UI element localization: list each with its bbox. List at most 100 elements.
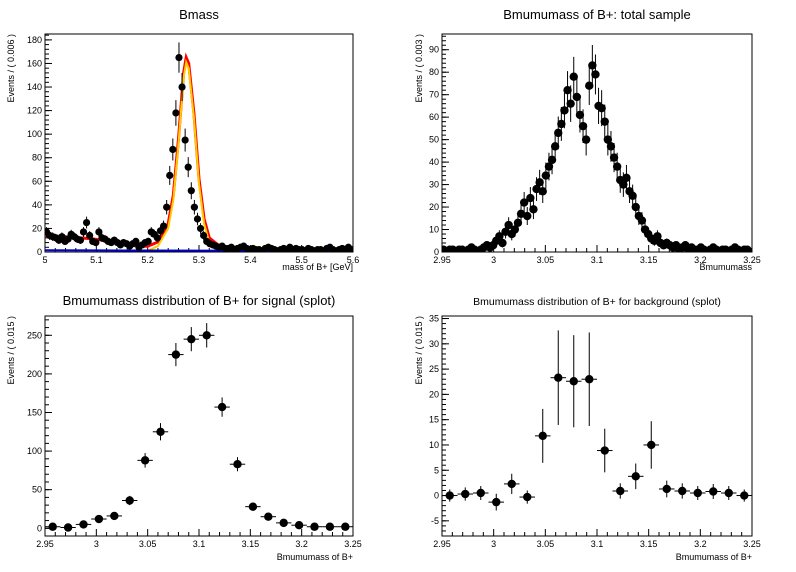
data-point: [92, 238, 100, 247]
y-tick-label: 40: [32, 200, 42, 210]
y-axis-label: Events / ( 0.006 ): [6, 34, 16, 103]
x-tick-label: 3.2: [694, 255, 707, 265]
x-tick-label: 3.15: [242, 539, 260, 549]
data-point: [554, 373, 563, 382]
data-point: [82, 218, 91, 227]
data-point: [550, 142, 560, 151]
data-point: [193, 215, 202, 223]
y-tick-label: 80: [32, 153, 42, 163]
y-tick-label: 0: [37, 247, 42, 257]
data-point: [631, 202, 640, 212]
data-point: [581, 135, 591, 144]
x-tick-label: 5: [42, 255, 47, 265]
data-point: [159, 222, 168, 230]
x-tick-label: 2.95: [433, 255, 451, 265]
chart-title: Bmumumass of B+: total sample: [503, 7, 691, 22]
data-point: [560, 106, 569, 115]
y-tick-label: 40: [429, 157, 439, 167]
x-tick-label: 5.4: [244, 255, 257, 265]
x-tick-label: 3.05: [537, 255, 555, 265]
data-point: [600, 117, 609, 126]
data-point: [79, 228, 88, 236]
y-tick-label: 160: [27, 58, 42, 68]
chart-title: Bmass: [179, 7, 219, 22]
data-point: [248, 502, 258, 511]
y-tick-label: 30: [429, 339, 439, 349]
y-tick-label: 35: [429, 314, 439, 324]
data-point: [535, 178, 544, 187]
chart-title: Bmumumass distribution of B+ for signal …: [63, 293, 336, 308]
data-point: [510, 225, 520, 234]
data-point: [622, 173, 631, 183]
data-point: [619, 180, 628, 189]
y-tick-label: 180: [27, 35, 42, 45]
data-point: [519, 198, 529, 207]
y-tick-label: 120: [27, 106, 42, 116]
data-point: [603, 135, 613, 144]
data-point: [578, 121, 588, 131]
plot-frame: [44, 315, 354, 537]
data-point: [264, 512, 273, 521]
x-axis-label: Bmumumass of B+: [676, 552, 752, 562]
y-tick-label: 0: [434, 491, 439, 501]
x-tick-label: 3.05: [537, 539, 555, 549]
data-point: [140, 456, 150, 465]
y-tick-label: 50: [32, 485, 42, 495]
y-tick-label: 90: [429, 45, 439, 55]
data-point: [585, 81, 594, 90]
y-tick-label: 80: [429, 67, 439, 77]
data-point: [495, 232, 504, 241]
y-axis-label: Events / ( 0.015 ): [6, 316, 16, 385]
y-tick-label: 100: [27, 446, 42, 456]
data-point: [492, 497, 501, 507]
plot-frame: [441, 33, 753, 253]
data-point: [662, 484, 671, 494]
plot-area: [442, 330, 752, 511]
data-point: [166, 171, 174, 180]
data-point: [461, 489, 470, 499]
data-point: [144, 237, 152, 245]
data-point: [175, 53, 183, 62]
x-tick-label: 3.1: [591, 255, 604, 265]
data-point: [591, 70, 600, 79]
x-tick-label: 5.5: [295, 255, 308, 265]
data-point: [563, 85, 572, 95]
data-point: [171, 350, 181, 359]
y-tick-label: 0: [434, 247, 439, 257]
x-tick-label: 3.25: [743, 539, 761, 549]
x-tick-label: 3: [94, 539, 99, 549]
data-point: [575, 110, 585, 120]
x-tick-label: 3.2: [295, 539, 308, 549]
data-point: [653, 232, 662, 241]
y-tick-label: 0: [37, 523, 42, 533]
x-tick-label: 3: [491, 255, 496, 265]
data-point: [612, 162, 622, 171]
data-point: [740, 491, 749, 500]
data-point: [541, 171, 551, 180]
y-tick-label: 250: [27, 330, 42, 340]
data-point: [588, 61, 597, 70]
data-point: [163, 203, 171, 211]
y-tick-label: 140: [27, 82, 42, 92]
data-point: [498, 238, 507, 248]
data-point: [196, 224, 205, 233]
data-point: [631, 472, 640, 481]
data-point: [523, 492, 532, 502]
x-tick-label: 5.3: [193, 255, 206, 265]
y-tick-label: 10: [429, 225, 439, 235]
data-point: [693, 488, 702, 498]
data-point: [294, 520, 304, 530]
data-point: [585, 375, 594, 384]
y-tick-label: 10: [429, 440, 439, 450]
data-point: [569, 377, 578, 386]
y-tick-label: 5: [434, 465, 439, 475]
data-point: [200, 231, 208, 240]
x-tick-label: 3.1: [193, 539, 206, 549]
data-point: [504, 220, 513, 230]
data-point: [184, 163, 192, 171]
y-axis-label: Events / ( 0.003 ): [414, 34, 424, 103]
data-point: [132, 237, 140, 245]
y-axis-label: Events / ( 0.015 ): [414, 316, 424, 385]
x-axis-label: Bmumumass: [699, 262, 752, 272]
